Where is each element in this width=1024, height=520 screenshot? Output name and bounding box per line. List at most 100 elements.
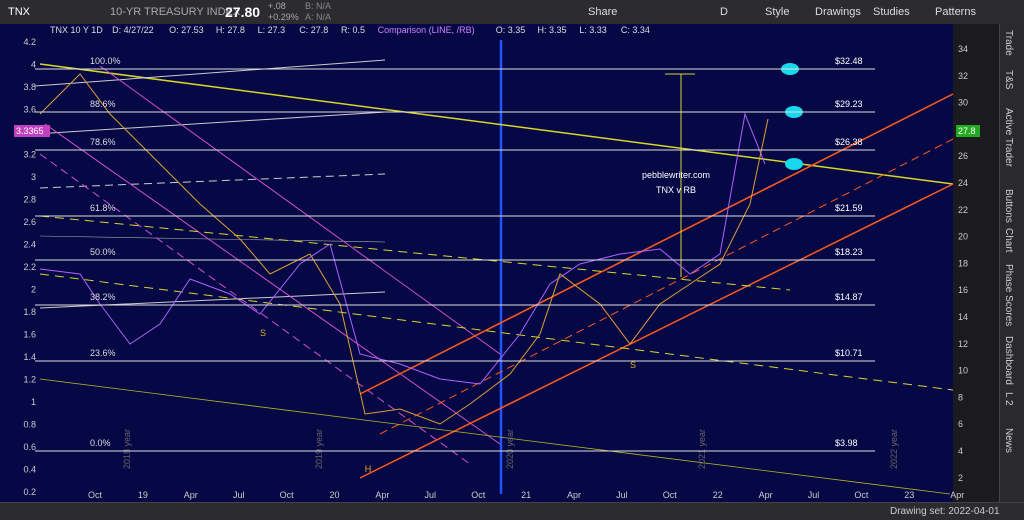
left-axis-label: 3 xyxy=(31,172,36,182)
toolbar-button[interactable]: Style xyxy=(765,6,790,18)
last-price: 27.80 xyxy=(225,4,261,20)
right-axis-label: 20 xyxy=(958,232,968,242)
left-axis-label: 0.8 xyxy=(23,420,36,430)
x-axis-label: Oct xyxy=(471,490,486,500)
sidebar-tab[interactable]: Buttons xyxy=(1003,189,1014,223)
left-axis-label: 3.2 xyxy=(23,150,36,160)
chart-header-item: C: 3.34 xyxy=(621,25,650,35)
x-axis-label: Apr xyxy=(184,490,198,500)
change-pct: +0.29% xyxy=(268,12,299,22)
price-badge-label: 27.8 xyxy=(958,126,976,136)
right-axis-label: 34 xyxy=(958,44,968,54)
right-axis-label: 30 xyxy=(958,98,968,108)
x-axis-label: 21 xyxy=(521,490,531,500)
left-axis-label: 4.2 xyxy=(23,37,36,47)
right-axis-label: 16 xyxy=(958,285,968,295)
annotation: pebblewriter.com xyxy=(642,170,710,180)
right-axis-label: 32 xyxy=(958,71,968,81)
toolbar-button[interactable]: Share xyxy=(588,6,618,18)
fib-percent: 88.6% xyxy=(90,99,116,109)
price-badge xyxy=(956,125,980,137)
sidebar-tab[interactable]: L 2 xyxy=(1003,392,1014,406)
left-axis-label: 1 xyxy=(31,397,36,407)
fib-price: $26.38 xyxy=(835,137,863,147)
x-axis-label: 23 xyxy=(904,490,914,500)
annotation: S xyxy=(630,360,636,370)
chart-header-item: L: 3.33 xyxy=(579,25,607,35)
fib-percent: 78.6% xyxy=(90,137,116,147)
left-axis-label: 1.2 xyxy=(23,375,36,385)
annotation: S xyxy=(260,328,266,338)
left-axis-label: 2 xyxy=(31,285,36,295)
toolbar-button[interactable]: Patterns xyxy=(935,6,976,18)
chart-header-item: O: 3.35 xyxy=(496,25,526,35)
x-axis-label: Jul xyxy=(233,490,245,500)
chart-header-item: C: 27.8 xyxy=(299,25,328,35)
fib-price: $3.98 xyxy=(835,438,858,448)
right-axis-label: 8 xyxy=(958,392,963,402)
toolbar-button[interactable]: Drawings xyxy=(815,6,861,18)
chart-header-item: Comparison (LINE, /RB) xyxy=(378,25,475,35)
x-axis-label: Apr xyxy=(567,490,581,500)
price-badge xyxy=(14,125,50,137)
fib-price: $32.48 xyxy=(835,56,863,66)
year-mark: 2018 year xyxy=(122,429,132,469)
year-mark: 2022 year xyxy=(889,429,899,469)
fib-price: $18.23 xyxy=(835,247,863,257)
sidebar: Trade T&S Active Trader Buttons Chart Phase S… xyxy=(999,24,1024,502)
x-axis-label: Apr xyxy=(950,490,964,500)
fib-percent: 50.0% xyxy=(90,247,116,257)
left-axis-label: 2.8 xyxy=(23,195,36,205)
left-axis-label: 4 xyxy=(31,60,36,70)
change: +.08 xyxy=(268,1,286,11)
x-axis-label: Apr xyxy=(759,490,773,500)
left-axis-label: 0.2 xyxy=(23,487,36,497)
chart: TNX 10 Y 1D D: 4/27/22 O: 27.53 H: 27.8 L: 2… xyxy=(0,24,999,502)
x-axis-label: Oct xyxy=(663,490,678,500)
left-axis-label: 1.6 xyxy=(23,330,36,340)
x-axis-label: 22 xyxy=(713,490,723,500)
fib-percent: 61.8% xyxy=(90,203,116,213)
left-axis-label: 1.8 xyxy=(23,307,36,317)
year-mark: 2021 year xyxy=(697,429,707,469)
ask: A: N/A xyxy=(305,12,332,22)
right-axis-label: 14 xyxy=(958,312,968,322)
sidebar-tab[interactable]: Phase Scores xyxy=(1003,264,1014,327)
fib-price: $10.71 xyxy=(835,348,863,358)
x-axis-label: 20 xyxy=(329,490,339,500)
toolbar-button[interactable]: D xyxy=(720,6,728,18)
x-axis-label: Jul xyxy=(616,490,628,500)
chart-header-item: R: 0.5 xyxy=(341,25,365,35)
drawing-set[interactable]: Drawing set: 2022-04-01 xyxy=(890,506,1000,517)
right-axis-label: 12 xyxy=(958,339,968,349)
sidebar-tab[interactable]: Trade xyxy=(1003,30,1014,56)
fib-percent: 38.2% xyxy=(90,292,116,302)
left-axis-label: 2.2 xyxy=(23,262,36,272)
fib-price: $14.87 xyxy=(835,292,863,302)
right-axis-label: 22 xyxy=(958,205,968,215)
sidebar-tab[interactable]: Dashboard xyxy=(1003,336,1014,385)
fib-percent: 0.0% xyxy=(90,438,111,448)
right-axis-label: 24 xyxy=(958,178,968,188)
sidebar-tab[interactable]: T&S xyxy=(1003,70,1014,90)
fib-percent: 23.6% xyxy=(90,348,116,358)
instrument-name: 10-YR TREASURY INDEX xyxy=(110,6,241,18)
chart-header-item: H: 27.8 xyxy=(216,25,245,35)
annotation: TNX v RB xyxy=(656,185,696,195)
right-axis-label: 2 xyxy=(958,473,963,483)
toolbar-button[interactable]: Studies xyxy=(873,6,910,18)
right-axis-label: 10 xyxy=(958,366,968,376)
chart-header-item: TNX 10 Y 1D xyxy=(50,25,103,35)
sidebar-tab[interactable]: News xyxy=(1003,428,1014,454)
sidebar-tab[interactable]: Active Trader xyxy=(1003,108,1014,167)
annotation: H xyxy=(365,464,372,474)
year-mark: 2019 year xyxy=(314,429,324,469)
bid: B: N/A xyxy=(305,1,332,11)
fib-price: $29.23 xyxy=(835,99,863,109)
sidebar-tab[interactable]: Chart xyxy=(1003,228,1014,253)
x-axis-label: Jul xyxy=(808,490,820,500)
symbol[interactable]: TNX xyxy=(8,6,30,18)
right-axis-label: 4 xyxy=(958,446,963,456)
year-mark: 2020 year xyxy=(505,429,515,469)
